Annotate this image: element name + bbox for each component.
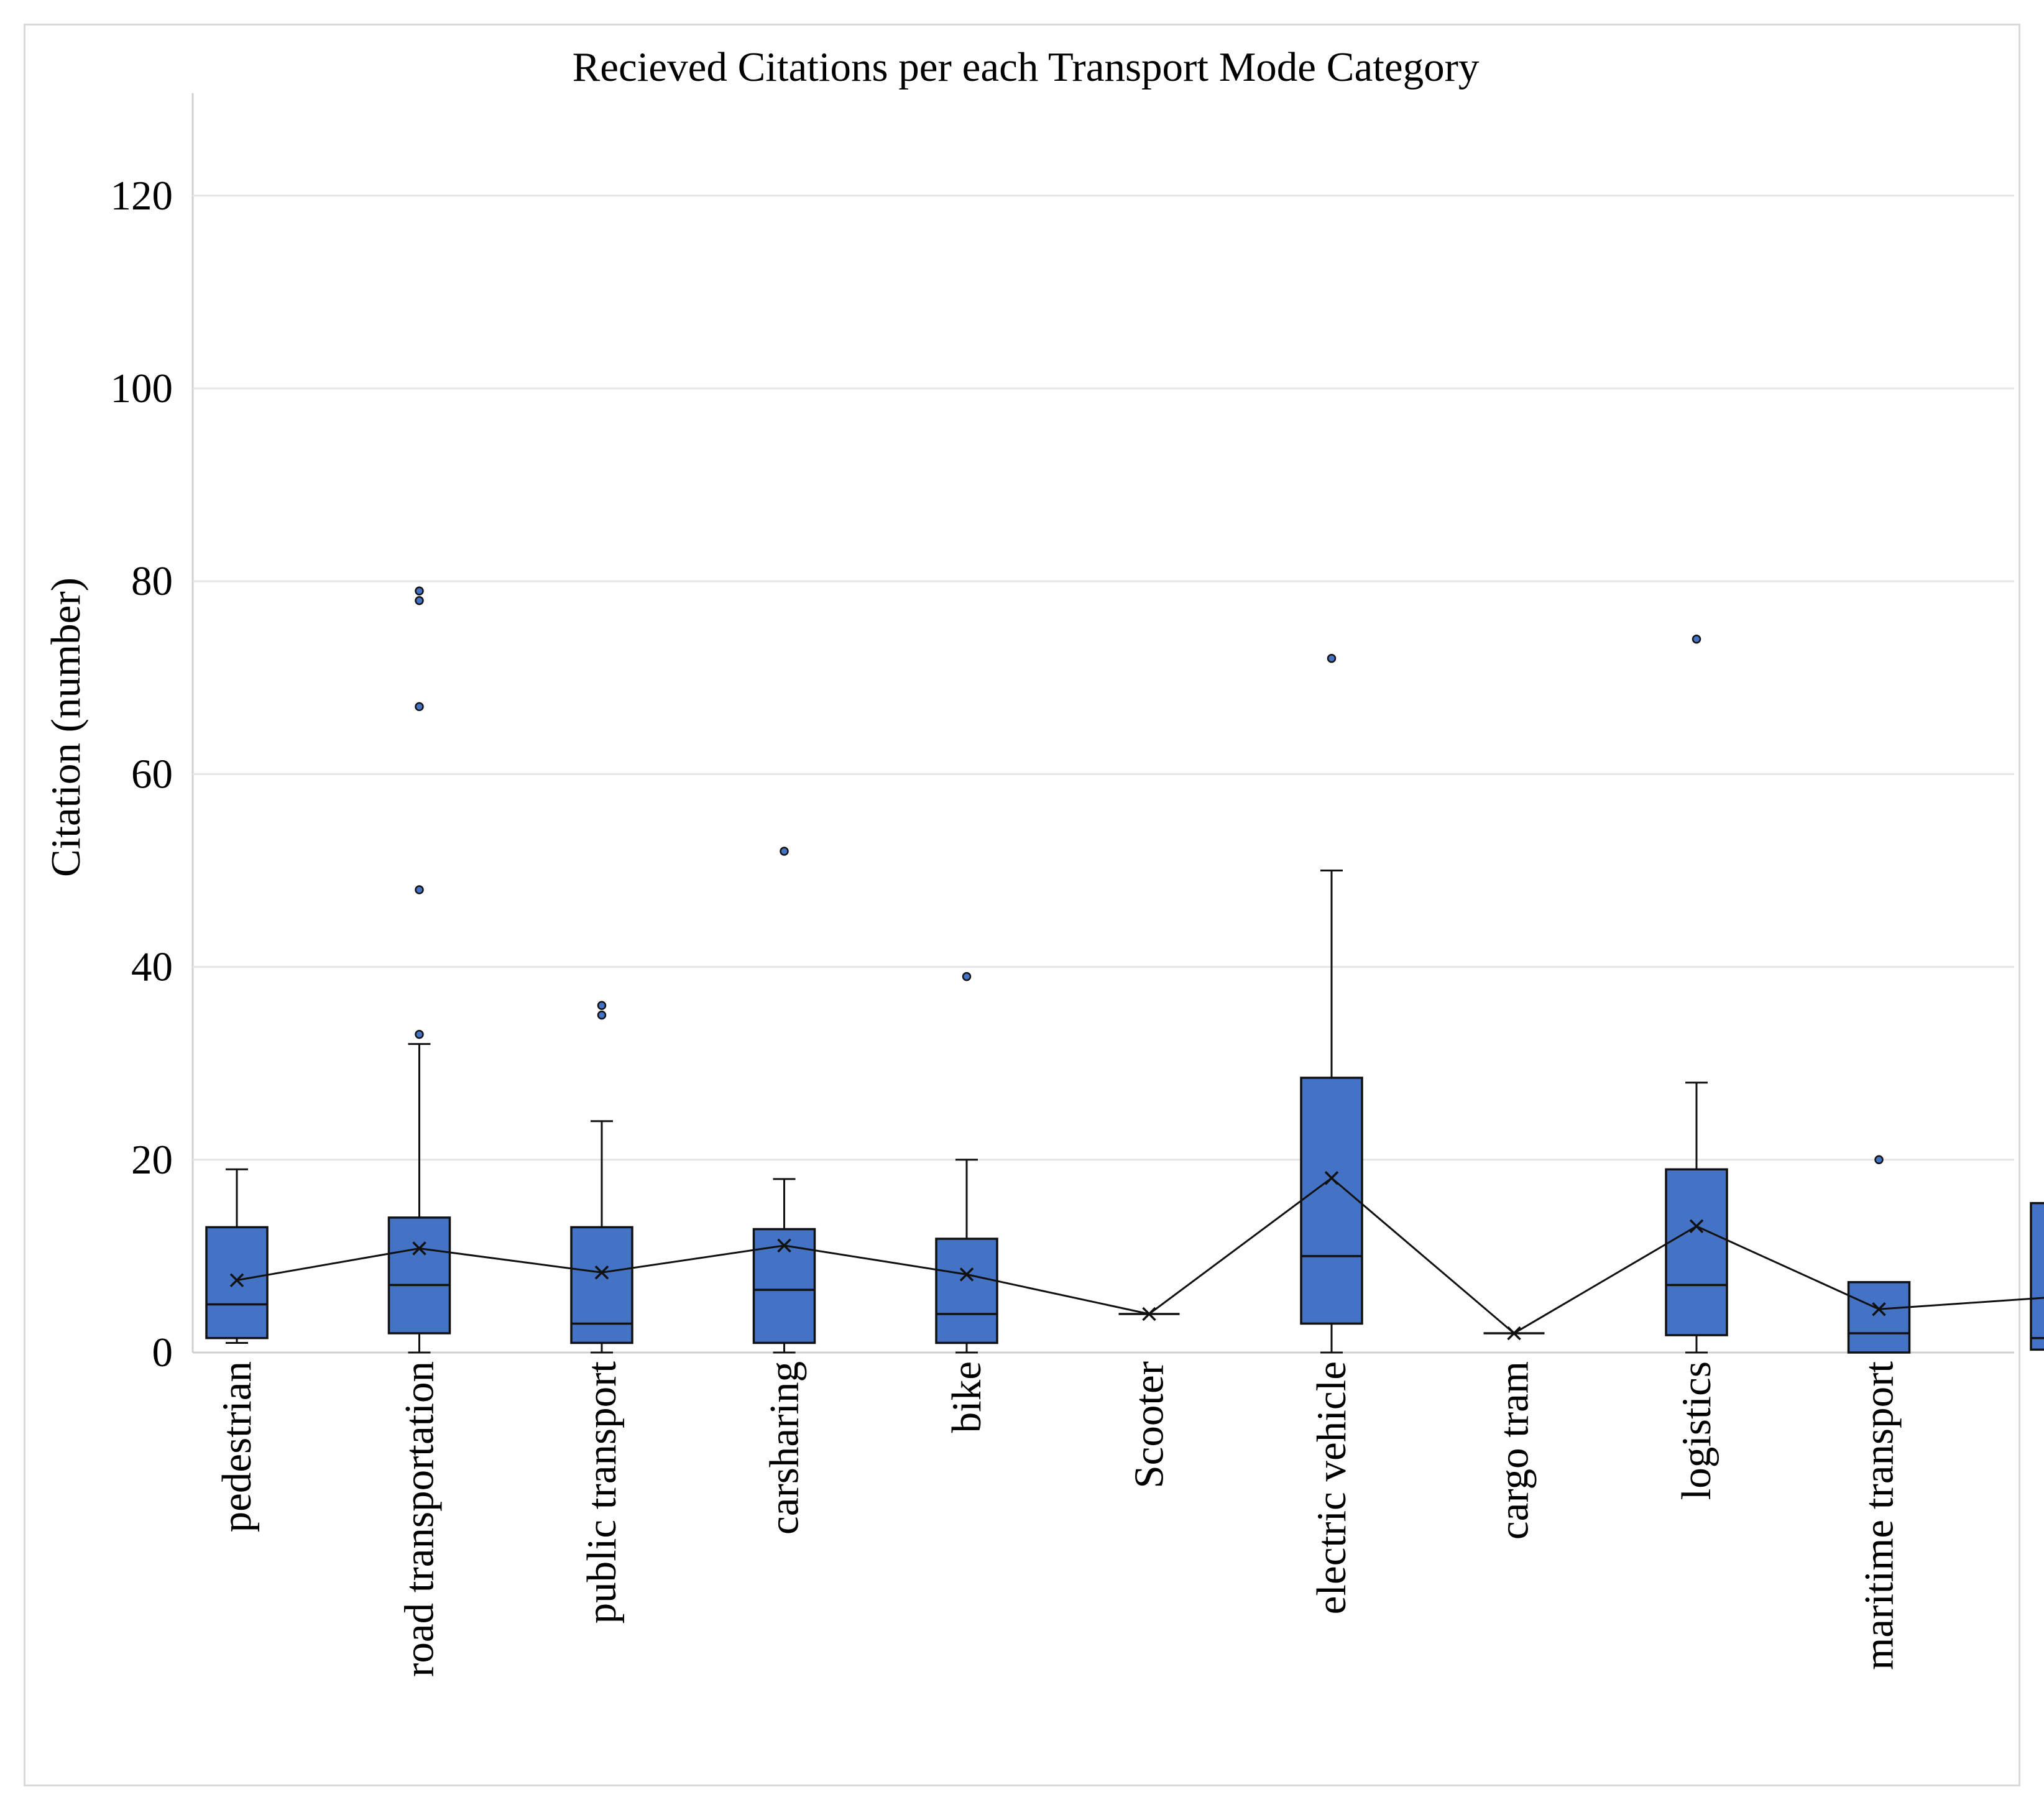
- outlier-point: [415, 702, 424, 712]
- y-tick-label: 20: [131, 1137, 173, 1183]
- box-group-9: [1847, 1155, 1911, 1354]
- x-tick-label: road transportation: [397, 1361, 443, 1677]
- outlier-point: [1874, 1155, 1884, 1165]
- box-body: [205, 1226, 269, 1339]
- outlier-point: [1327, 654, 1337, 663]
- mean-line: [236, 1177, 2044, 1335]
- box-body: [1847, 1281, 1911, 1354]
- x-tick-label: Scooter: [1126, 1361, 1172, 1489]
- mean-marker: [959, 1267, 974, 1282]
- x-axis-ticks: pedestrian road transportation public tran…: [214, 1361, 2044, 1677]
- mean-marker: [1324, 1171, 1339, 1185]
- x-tick-label: cargo tram: [1491, 1361, 1537, 1540]
- box-group-2: [570, 1001, 633, 1354]
- box-group-6: [1300, 654, 1363, 1354]
- y-tick-label: 40: [131, 944, 173, 990]
- y-tick-label: 60: [131, 751, 173, 797]
- y-tick-label: 100: [111, 365, 173, 411]
- mean-marker: [1689, 1219, 1704, 1234]
- outlier-point: [415, 1029, 424, 1039]
- box-group-3: [752, 847, 816, 1354]
- box-body: [1665, 1168, 1728, 1336]
- box-body: [2030, 1201, 2044, 1351]
- x-tick-label: bike: [944, 1361, 990, 1433]
- outlier-point: [415, 586, 424, 595]
- mean-marker: [1872, 1302, 1886, 1316]
- outlier-point: [780, 847, 789, 856]
- x-tick-label: electric vehicle: [1309, 1361, 1355, 1614]
- mean-marker: [1507, 1326, 1521, 1341]
- box-group-8: [1665, 635, 1728, 1354]
- x-tick-label: pedestrian: [214, 1361, 260, 1532]
- gridlines: [191, 93, 2014, 1354]
- mean-marker: [594, 1266, 609, 1280]
- box-group-4: [935, 972, 998, 1354]
- mean-marker: [1142, 1307, 1156, 1321]
- y-tick-label: 0: [152, 1330, 173, 1376]
- mean-marker: [229, 1273, 244, 1287]
- outlier-point: [597, 1001, 607, 1010]
- y-tick-label: 120: [111, 173, 173, 219]
- x-tick-label: carsharing: [762, 1361, 808, 1535]
- x-tick-label: logistics: [1673, 1361, 1719, 1500]
- box-body: [1300, 1077, 1363, 1325]
- chart-frame: [24, 24, 2020, 1786]
- y-axis-label: Citation (number): [43, 577, 89, 877]
- box-body: [570, 1226, 633, 1344]
- box-group-1: [387, 586, 451, 1354]
- outlier-point: [415, 885, 424, 894]
- x-tick-label: ride-sharing: [2038, 1361, 2044, 1563]
- box-body: [935, 1238, 998, 1344]
- outlier-point: [415, 595, 424, 605]
- x-tick-label: public transport: [579, 1361, 625, 1624]
- outlier-point: [962, 972, 972, 981]
- plot-area: [205, 586, 2044, 1354]
- box-body: [387, 1216, 451, 1335]
- mean-marker: [777, 1238, 791, 1253]
- chart-title: Recieved Citations per each Transport Mo…: [573, 44, 1480, 90]
- y-axis-ticks: 0 20 40 60 80 100 120: [111, 173, 173, 1376]
- outlier-point: [1692, 635, 1701, 644]
- box-group-10: [2030, 1201, 2044, 1351]
- x-tick-label: maritime transport: [1856, 1361, 1902, 1670]
- y-tick-label: 80: [131, 558, 173, 604]
- mean-marker: [412, 1241, 426, 1256]
- box-group-0: [205, 1168, 269, 1344]
- outlier-point: [597, 1010, 607, 1020]
